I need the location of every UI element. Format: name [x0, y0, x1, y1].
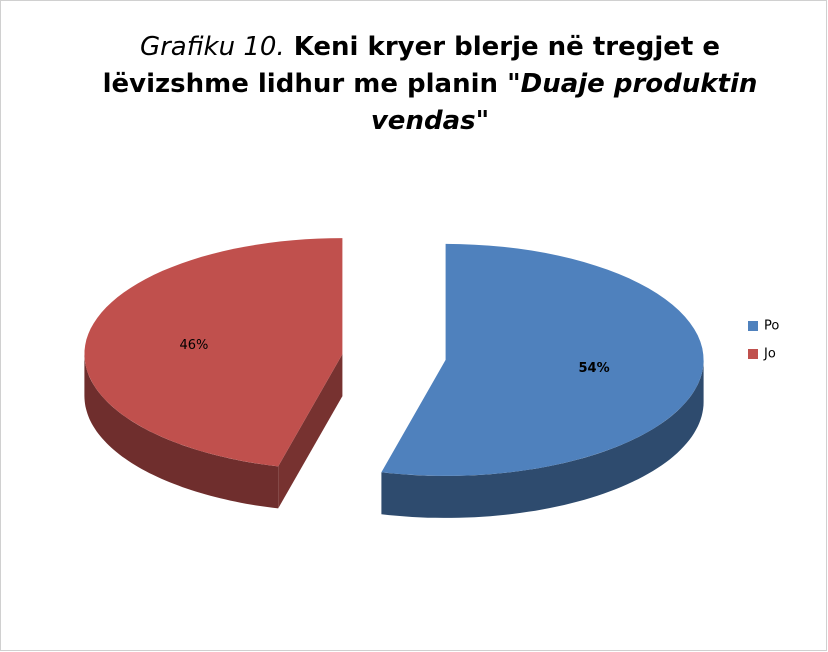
legend-swatch	[748, 321, 758, 331]
chart-title-part: Grafiku 10.	[140, 32, 285, 62]
chart-title-part: "Duaje produktin	[507, 69, 757, 99]
data-label: 46%	[179, 338, 208, 353]
chart-title-part: lëvizshme lidhur me planin	[103, 69, 507, 99]
legend-swatch	[748, 349, 758, 359]
slice-side	[84, 354, 279, 509]
slice	[84, 238, 343, 467]
slice	[381, 243, 704, 476]
slice-face	[278, 354, 343, 509]
data-label: 54%	[578, 361, 609, 376]
slice-side	[381, 359, 704, 518]
chart-title-part: Keni kryer blerje në tregjet e	[285, 32, 720, 62]
chart-title-line: lëvizshme lidhur me planin "Duaje produk…	[103, 69, 758, 99]
legend-label: Po	[764, 319, 779, 334]
chart-title-line: Grafiku 10. Keni kryer blerje në tregjet…	[140, 32, 720, 62]
legend-label: Jo	[763, 347, 776, 362]
chart-title-line: vendas"	[371, 106, 489, 136]
chart-title-part: vendas"	[371, 106, 489, 136]
